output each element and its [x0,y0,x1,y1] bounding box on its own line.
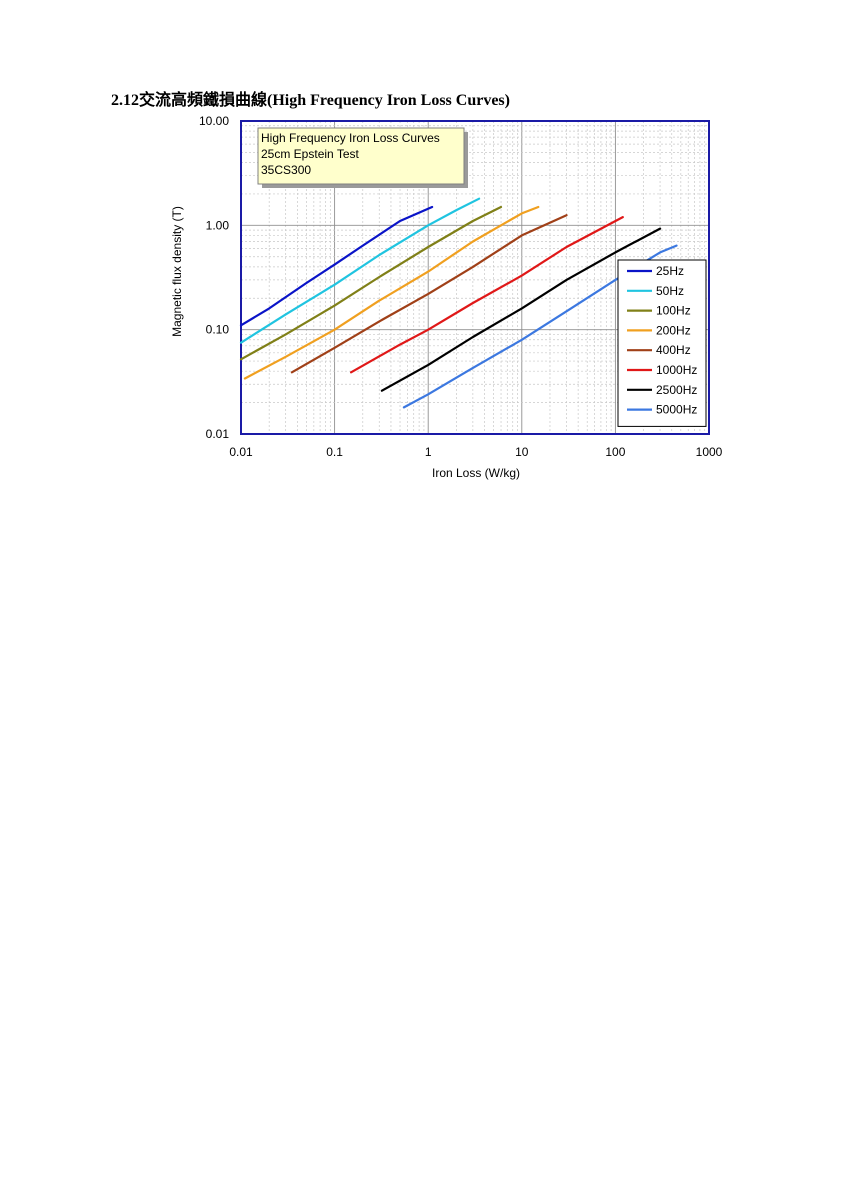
plot-frame [240,120,710,435]
series-line-5000hz [402,244,678,409]
section-heading: 2.12交流高頻鐵損曲線(High Frequency Iron Loss Cu… [111,92,510,109]
series-line-400hz [290,214,568,374]
series-line-100hz [239,205,503,361]
y-tick-label: 10.00 [199,114,229,128]
x-tick-label: 100 [605,445,625,459]
series-line-25hz [239,205,434,327]
chart-svg: 0.01 0.1 1 10 100 1000 10.00 1.00 0.10 0.01 Iron L… [170,114,723,480]
x-tick-label: 1 [425,445,432,459]
iron-loss-chart: 0.01 0.1 1 10 100 1000 10.00 1.00 0.10 0.01 Iron L… [160,110,730,490]
series-line-50hz [239,197,481,344]
annotation-line: High Frequency Iron Loss Curves [261,131,440,145]
legend-label: 400Hz [656,343,691,357]
x-axis-label: Iron Loss (W/kg) [432,466,520,480]
y-axis-label: Magnetic flux density (T) [170,206,184,337]
x-tick-label: 0.1 [326,445,343,459]
x-tick-label: 1000 [696,445,723,459]
series-lines [239,197,678,409]
legend-label: 25Hz [656,264,684,278]
legend-box [617,259,707,427]
legend-label: 2500Hz [656,383,697,397]
legend-label: 200Hz [656,323,691,337]
y-tick-label: 0.10 [206,323,230,337]
x-tick-label: 0.01 [229,445,253,459]
annotation-line: 25cm Epstein Test [261,147,359,161]
series-line-2500hz [380,227,662,392]
legend-label: 100Hz [656,304,691,318]
annotation-box [257,127,465,185]
legend-label: 1000Hz [656,363,697,377]
x-tick-label: 10 [515,445,529,459]
annotation-line: 35CS300 [261,163,311,177]
legend-label: 5000Hz [656,403,697,417]
series-line-1000hz [350,215,624,374]
series-line-200hz [243,205,540,380]
y-tick-label: 1.00 [206,218,230,232]
legend-label: 50Hz [656,284,684,298]
y-tick-label: 0.01 [206,427,230,441]
